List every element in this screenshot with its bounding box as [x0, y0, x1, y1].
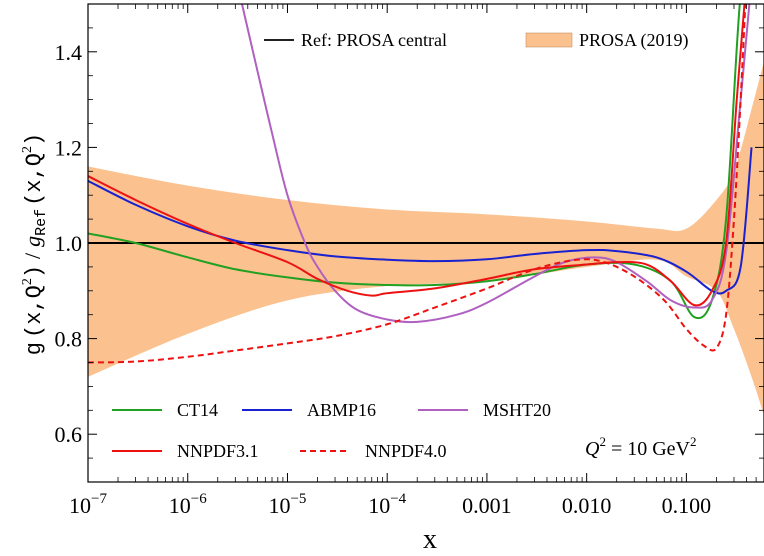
- x-tick-label: 10−7: [69, 491, 107, 518]
- x-tick-label: 0.100: [662, 493, 712, 518]
- y-tick-label: 1.2: [55, 135, 83, 160]
- x-tick-label: 10−4: [368, 491, 406, 518]
- svg-text:g(x,Q2)/gRef(x,Q2): g(x,Q2)/gRef(x,Q2): [20, 133, 50, 355]
- x-tick-label: 0.001: [462, 493, 512, 518]
- legend-label-ref: Ref: PROSA central: [301, 30, 447, 50]
- y-axis-label: g(x,Q2)/gRef(x,Q2): [20, 133, 50, 355]
- y-axis-ticks: 0.6 0.8 1.0 1.2 1.4: [55, 27, 764, 459]
- x-tick-label: 10−5: [268, 491, 306, 518]
- series-layer: [88, 4, 753, 364]
- x-axis-label: x: [423, 524, 437, 555]
- legend-top: Ref: PROSA central PROSA (2019): [264, 30, 689, 51]
- legend-label-nnpdf40: NNPDF4.0: [365, 441, 447, 461]
- legend-label-msht20: MSHT20: [483, 400, 551, 420]
- legend-swatch-band: [525, 32, 573, 48]
- series-line-msht20: [241, 4, 751, 324]
- series-line-nnpdf31: [88, 4, 746, 307]
- y-tick-label: 0.8: [55, 327, 83, 352]
- y-tick-label: 1.0: [55, 231, 83, 256]
- x-tick-label: 10−6: [169, 491, 207, 518]
- legend-label-ct14: CT14: [177, 400, 218, 420]
- x-tick-label: 0.010: [562, 493, 612, 518]
- series-line-nnpdf40: [88, 4, 747, 364]
- series-line-abmp16: [88, 147, 753, 295]
- x-axis-ticks: 10−7 10−6 10−5 10−4 0.001 0.010 0.100: [69, 4, 757, 518]
- legend-label-nnpdf31: NNPDF3.1: [177, 441, 259, 461]
- y-tick-label: 0.6: [55, 422, 83, 447]
- y-tick-label: 1.4: [55, 40, 83, 65]
- legend-label-band: PROSA (2019): [579, 30, 689, 51]
- q2-annotation: Q2 = 10 GeV2: [585, 434, 697, 460]
- prosa-band: [88, 61, 764, 416]
- series-line-ct14: [88, 4, 741, 320]
- legend-label-abmp16: ABMP16: [307, 400, 376, 420]
- legend-bottom: CT14 ABMP16 MSHT20 NNPDF3.1 NNPDF4.0: [112, 400, 551, 461]
